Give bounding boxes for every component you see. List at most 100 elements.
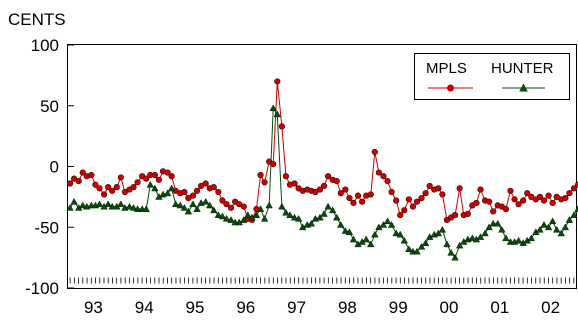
data-point-hunter xyxy=(387,221,396,228)
data-point-mpls xyxy=(143,175,150,182)
data-point-hunter xyxy=(66,203,74,211)
data-point-hunter xyxy=(383,217,392,225)
data-point-mpls xyxy=(574,181,578,188)
data-point-hunter xyxy=(244,211,252,218)
data-point-hunter xyxy=(438,225,447,233)
x-axis: 93 94 95 96 97 98 99 00 01 02 xyxy=(84,298,560,317)
data-point-mpls xyxy=(405,196,412,203)
data-point-mpls xyxy=(409,203,417,210)
data-point-mpls xyxy=(79,169,86,176)
y-tick-label: 100 xyxy=(31,36,59,55)
data-point-mpls xyxy=(346,194,353,202)
data-point-hunter xyxy=(345,228,354,235)
data-point-mpls xyxy=(549,199,556,207)
data-point-hunter xyxy=(227,216,235,223)
data-point-hunter xyxy=(320,210,328,217)
data-point-mpls xyxy=(384,177,391,185)
data-point-mpls xyxy=(88,171,95,179)
data-point-mpls xyxy=(240,203,247,210)
data-point-mpls xyxy=(401,207,408,214)
series-hunter xyxy=(66,104,578,261)
data-point-hunter xyxy=(176,201,184,209)
data-point-mpls xyxy=(164,169,171,176)
x-tick-label: 95 xyxy=(186,298,205,317)
data-point-hunter xyxy=(265,201,273,209)
data-point-mpls xyxy=(413,198,421,205)
data-point-hunter xyxy=(502,234,510,242)
data-point-hunter xyxy=(400,236,409,244)
data-point-hunter xyxy=(189,200,197,208)
data-point-mpls xyxy=(113,184,120,191)
y-tick-label: -50 xyxy=(34,218,59,237)
legend-box xyxy=(414,53,570,100)
data-point-mpls xyxy=(333,177,340,185)
data-point-mpls xyxy=(261,179,268,186)
data-point-hunter xyxy=(328,206,337,214)
data-point-hunter xyxy=(434,229,443,237)
data-point-mpls xyxy=(435,185,442,192)
data-point-mpls xyxy=(109,187,116,194)
data-point-mpls xyxy=(219,197,226,204)
series-line-mpls xyxy=(69,81,578,221)
data-point-mpls xyxy=(426,182,433,190)
data-point-hunter xyxy=(171,200,180,208)
data-point-mpls xyxy=(75,177,82,185)
data-point-mpls xyxy=(274,78,281,85)
data-point-hunter xyxy=(349,235,358,243)
data-point-hunter xyxy=(104,200,112,208)
data-point-hunter xyxy=(405,245,413,253)
data-point-mpls xyxy=(371,148,378,156)
data-point-mpls xyxy=(456,185,463,192)
data-point-mpls xyxy=(117,174,124,181)
data-point-mpls xyxy=(367,191,374,198)
y-tick-label: 50 xyxy=(40,97,59,116)
data-point-hunter xyxy=(252,211,261,218)
data-point-hunter xyxy=(108,202,116,210)
x-tick-label: 99 xyxy=(389,298,408,317)
data-point-hunter xyxy=(371,230,379,238)
data-point-hunter xyxy=(206,201,214,209)
data-point-hunter xyxy=(379,221,388,228)
data-point-hunter xyxy=(214,211,223,218)
data-point-mpls xyxy=(486,198,493,205)
data-point-hunter xyxy=(552,225,561,233)
data-point-hunter xyxy=(337,221,345,228)
data-point-hunter xyxy=(396,230,404,238)
data-point-mpls xyxy=(210,184,217,191)
data-point-hunter xyxy=(557,229,565,237)
data-point-hunter xyxy=(498,225,506,233)
data-point-hunter xyxy=(468,234,477,242)
data-point-mpls xyxy=(215,188,222,196)
data-point-hunter xyxy=(133,205,142,212)
legend-marker-mpls xyxy=(447,84,454,92)
data-point-mpls xyxy=(566,190,573,197)
data-point-mpls xyxy=(418,194,425,202)
data-point-mpls xyxy=(397,212,404,219)
data-point-mpls xyxy=(393,197,400,204)
legend-label-hunter: HUNTER xyxy=(491,60,554,77)
data-point-mpls xyxy=(354,192,362,199)
data-point-hunter xyxy=(294,214,303,222)
data-point-hunter xyxy=(392,229,400,237)
data-point-hunter xyxy=(273,110,282,118)
data-point-hunter xyxy=(544,223,553,231)
series-mpls xyxy=(66,78,578,224)
data-point-mpls xyxy=(473,199,480,207)
data-point-mpls xyxy=(151,171,158,179)
x-tick-label: 96 xyxy=(236,298,255,317)
data-point-mpls xyxy=(545,192,552,199)
data-point-mpls xyxy=(380,173,387,180)
data-point-mpls xyxy=(350,199,357,207)
data-point-mpls xyxy=(477,186,484,193)
data-point-mpls xyxy=(168,173,175,180)
data-point-hunter xyxy=(151,184,159,192)
data-point-mpls xyxy=(375,169,382,176)
data-point-hunter xyxy=(260,214,269,222)
data-point-hunter xyxy=(514,236,523,244)
data-point-hunter xyxy=(201,197,210,205)
y-tick-label: -100 xyxy=(25,279,59,298)
data-point-mpls xyxy=(66,180,74,187)
data-point-hunter xyxy=(341,227,350,234)
x-tick-label: 97 xyxy=(287,298,306,317)
legend: MPLS HUNTER xyxy=(414,53,570,100)
